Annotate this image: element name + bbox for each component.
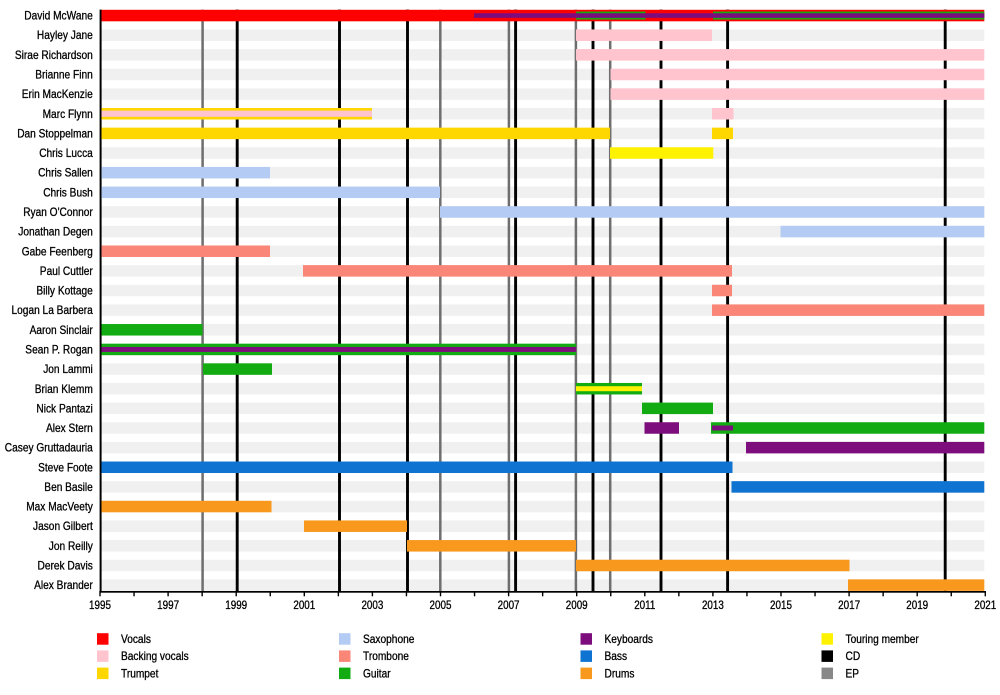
svg-text:Chris Sallen: Chris Sallen — [38, 166, 93, 180]
svg-text:Billy Kottage: Billy Kottage — [36, 284, 93, 298]
svg-text:Jason Gilbert: Jason Gilbert — [33, 519, 93, 533]
svg-text:Brian Klemm: Brian Klemm — [35, 382, 93, 396]
svg-text:Dan Stoppelman: Dan Stoppelman — [17, 126, 93, 140]
svg-text:Ryan O'Connor: Ryan O'Connor — [23, 205, 93, 219]
svg-text:1997: 1997 — [157, 598, 179, 612]
svg-text:Saxophone: Saxophone — [363, 632, 415, 646]
svg-text:Bass: Bass — [605, 649, 628, 663]
svg-text:Jon Lammi: Jon Lammi — [43, 362, 93, 376]
svg-text:1995: 1995 — [89, 598, 111, 612]
svg-text:Steve Foote: Steve Foote — [38, 460, 93, 474]
svg-text:2015: 2015 — [770, 598, 792, 612]
svg-text:Hayley Jane: Hayley Jane — [37, 28, 93, 42]
svg-text:1999: 1999 — [225, 598, 247, 612]
svg-text:Trumpet: Trumpet — [121, 666, 159, 680]
svg-text:2021: 2021 — [974, 598, 996, 612]
svg-text:Drums: Drums — [605, 666, 635, 680]
svg-text:Keyboards: Keyboards — [605, 632, 654, 646]
svg-text:Ben Basile: Ben Basile — [44, 480, 93, 494]
svg-text:Backing vocals: Backing vocals — [121, 649, 189, 663]
svg-text:David McWane: David McWane — [24, 9, 93, 23]
svg-text:Erin MacKenzie: Erin MacKenzie — [22, 87, 93, 101]
svg-text:2009: 2009 — [566, 598, 588, 612]
svg-text:Max MacVeety: Max MacVeety — [26, 500, 93, 514]
svg-text:Vocals: Vocals — [121, 632, 151, 646]
svg-text:Chris Bush: Chris Bush — [43, 185, 93, 199]
svg-text:Paul Cuttler: Paul Cuttler — [40, 264, 93, 278]
svg-text:Casey Gruttadauria: Casey Gruttadauria — [5, 441, 93, 455]
svg-text:Sirae Richardson: Sirae Richardson — [15, 48, 93, 62]
svg-text:2001: 2001 — [293, 598, 315, 612]
svg-text:Jonathan Degen: Jonathan Degen — [18, 225, 93, 239]
svg-text:2011: 2011 — [634, 598, 655, 612]
svg-text:2005: 2005 — [430, 598, 452, 612]
svg-text:Aaron Sinclair: Aaron Sinclair — [30, 323, 93, 337]
svg-text:Alex Stern: Alex Stern — [46, 421, 93, 435]
svg-text:Gabe Feenberg: Gabe Feenberg — [22, 244, 93, 258]
svg-text:Alex Brander: Alex Brander — [34, 578, 93, 592]
svg-text:2013: 2013 — [702, 598, 724, 612]
svg-text:Logan La Barbera: Logan La Barbera — [12, 303, 94, 317]
svg-text:Brianne Finn: Brianne Finn — [35, 68, 93, 82]
svg-text:Touring member: Touring member — [846, 632, 919, 646]
svg-text:Nick Pantazi: Nick Pantazi — [36, 401, 92, 415]
svg-text:Trombone: Trombone — [363, 649, 409, 663]
svg-text:2019: 2019 — [906, 598, 928, 612]
svg-text:2003: 2003 — [361, 598, 383, 612]
svg-text:2017: 2017 — [838, 598, 860, 612]
svg-text:2007: 2007 — [498, 598, 520, 612]
svg-text:Jon Reilly: Jon Reilly — [49, 539, 93, 553]
svg-text:Sean P. Rogan: Sean P. Rogan — [25, 342, 93, 356]
svg-text:Chris Lucca: Chris Lucca — [39, 146, 93, 160]
svg-text:Marc Flynn: Marc Flynn — [43, 107, 93, 121]
svg-text:CD: CD — [846, 649, 861, 663]
svg-text:Guitar: Guitar — [363, 666, 391, 680]
svg-text:Derek Davis: Derek Davis — [38, 559, 93, 573]
svg-text:EP: EP — [846, 666, 860, 680]
